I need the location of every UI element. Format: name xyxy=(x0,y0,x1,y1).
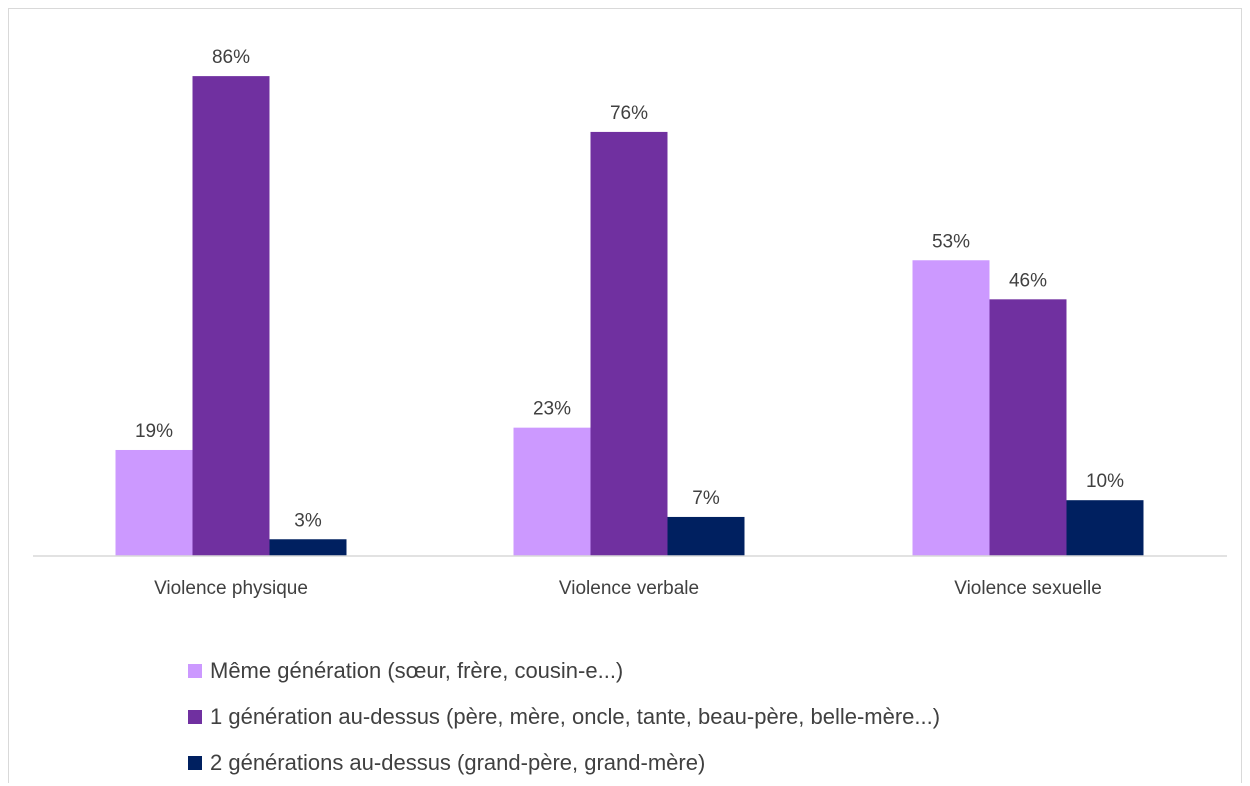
data-label-series0-cat2: 53% xyxy=(932,231,970,252)
data-label-series2-cat2: 10% xyxy=(1086,471,1124,492)
bars-group xyxy=(115,76,1144,557)
legend-swatch xyxy=(188,710,202,724)
bar-series2-cat0 xyxy=(269,539,347,556)
bar-series1-cat1 xyxy=(590,131,668,557)
category-label-2: Violence sexuelle xyxy=(954,578,1102,599)
bar-series1-cat0 xyxy=(192,76,270,557)
category-label-0: Violence physique xyxy=(154,578,308,599)
data-label-series1-cat1: 76% xyxy=(610,103,648,124)
legend-swatch xyxy=(188,756,202,770)
data-label-series0-cat0: 19% xyxy=(135,421,173,442)
data-label-series1-cat2: 46% xyxy=(1009,270,1047,291)
legend-label: Même génération (sœur, frère, cousin-e..… xyxy=(210,658,624,683)
legend: Même génération (sœur, frère, cousin-e..… xyxy=(188,648,940,786)
category-labels-group: Violence physique Violence verbale Violenc… xyxy=(154,578,1102,599)
bar-series2-cat1 xyxy=(667,516,745,556)
legend-item-two-generations-above: 2 générations au-dessus (grand-père, gra… xyxy=(188,740,940,786)
bar-series0-cat0 xyxy=(115,449,193,556)
data-labels-group: 19% 86% 3% 23% 76% 7% 53% 46% 10% xyxy=(135,47,1124,531)
bar-series1-cat2 xyxy=(989,299,1067,556)
bar-series2-cat2 xyxy=(1066,500,1144,556)
legend-item-same-generation: Même génération (sœur, frère, cousin-e..… xyxy=(188,648,940,694)
bar-series0-cat1 xyxy=(513,427,591,556)
bar-series0-cat2 xyxy=(912,260,990,556)
data-label-series0-cat1: 23% xyxy=(533,399,571,420)
legend-label: 2 générations au-dessus (grand-père, gra… xyxy=(210,750,706,775)
chart-frame xyxy=(8,8,1242,783)
data-label-series1-cat0: 86% xyxy=(212,47,250,68)
legend-swatch xyxy=(188,664,202,678)
legend-item-one-generation-above: 1 génération au-dessus (père, mère, oncl… xyxy=(188,694,940,740)
legend-label: 1 génération au-dessus (père, mère, oncl… xyxy=(210,704,941,729)
category-label-1: Violence verbale xyxy=(559,578,699,599)
data-label-series2-cat1: 7% xyxy=(692,488,720,509)
bar-chart: 19% 86% 3% 23% 76% 7% 53% 46% 10% Violence physi… xyxy=(33,47,1227,599)
data-label-series2-cat0: 3% xyxy=(294,510,322,531)
